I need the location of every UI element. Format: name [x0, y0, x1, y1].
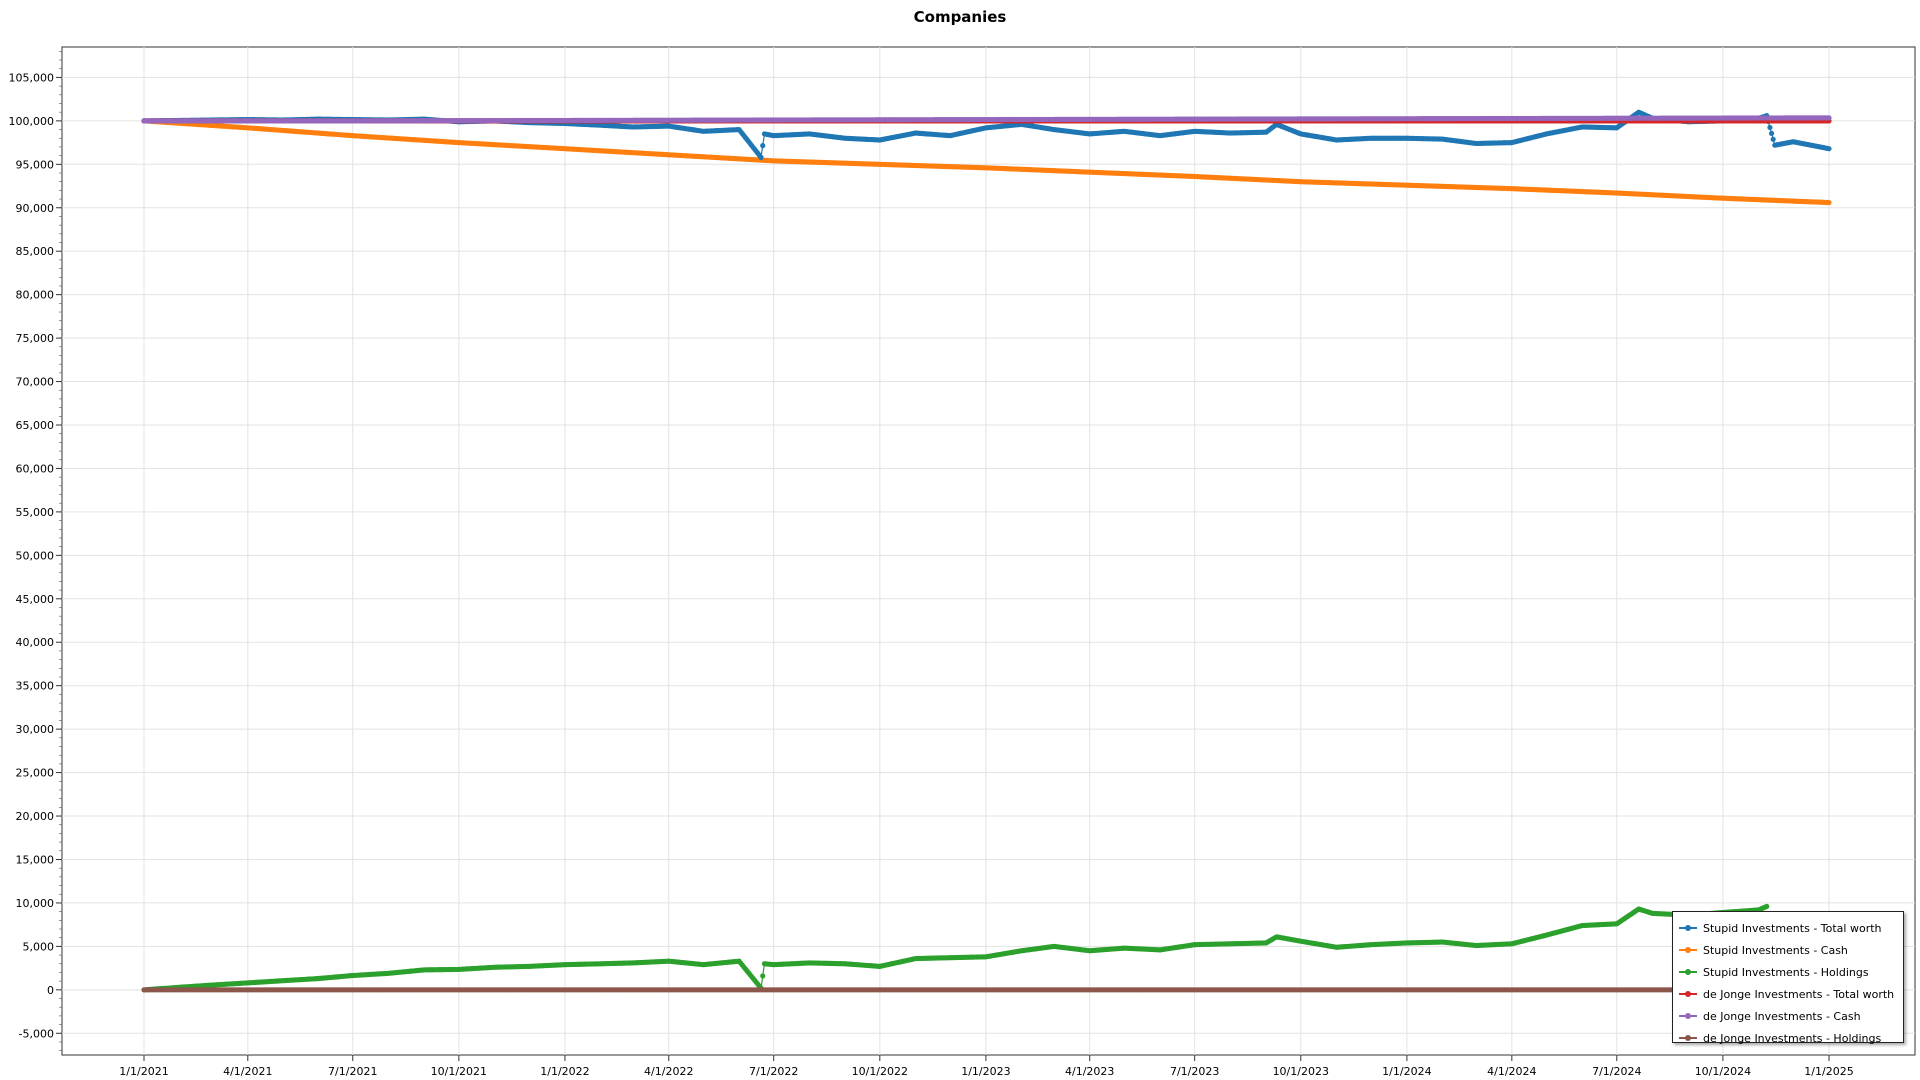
x-tick-label: 4/1/2022: [644, 1065, 693, 1078]
data-point: [1767, 124, 1773, 131]
y-tick-label: 10,000: [16, 897, 55, 910]
y-tick-label: 30,000: [16, 723, 55, 736]
x-tick-label: 4/1/2021: [223, 1065, 272, 1078]
y-tick-label: 85,000: [16, 245, 55, 258]
x-tick-label: 10/1/2022: [852, 1065, 908, 1078]
data-point: [1826, 146, 1832, 152]
chart-title: Companies: [913, 8, 1007, 26]
y-tick-label: 65,000: [16, 419, 55, 432]
y-tick-label: 25,000: [16, 767, 55, 780]
series-layer: [141, 109, 1832, 993]
y-tick-label: 75,000: [16, 332, 55, 345]
y-tick-label: 15,000: [16, 853, 55, 866]
y-tick-label: 35,000: [16, 680, 55, 693]
axis-layer: -5,000 0 5,000 10,000 15,000 20,000 25,000 30,0…: [9, 51, 1854, 1078]
x-tick-label: 7/1/2021: [328, 1065, 377, 1078]
data-point: [760, 143, 766, 149]
y-tick-label: 45,000: [16, 593, 55, 606]
y-tick-label: 70,000: [16, 376, 55, 389]
data-point: [758, 154, 764, 160]
x-tick-label: 10/1/2021: [431, 1065, 487, 1078]
x-tick-label: 4/1/2023: [1065, 1065, 1114, 1078]
y-tick-label: 105,000: [9, 71, 55, 84]
x-tick-label: 7/1/2022: [749, 1065, 798, 1078]
plot-frame: [61, 46, 1916, 1056]
y-tick-label: 50,000: [16, 549, 55, 562]
y-tick-label: 20,000: [16, 810, 55, 823]
y-tick-label: 0: [47, 984, 54, 997]
data-point: [1826, 199, 1832, 206]
data-point: [1764, 903, 1770, 910]
y-tick-label: 55,000: [16, 506, 55, 519]
y-tick-label: 60,000: [16, 462, 55, 475]
x-tick-label: 1/1/2022: [540, 1065, 589, 1078]
x-tick-label: 7/1/2024: [1592, 1065, 1641, 1078]
data-point: [1768, 130, 1775, 136]
y-tick-label: 5,000: [23, 940, 55, 953]
x-tick-label: 1/1/2021: [119, 1065, 168, 1078]
data-point: [760, 973, 766, 979]
x-tick-label: 7/1/2023: [1170, 1065, 1219, 1078]
data-point: [1770, 136, 1776, 142]
x-tick-label: 10/1/2023: [1273, 1065, 1329, 1078]
y-tick-label: 90,000: [16, 202, 55, 215]
y-tick-label: 100,000: [9, 115, 55, 128]
y-tick-label: 95,000: [16, 158, 55, 171]
x-tick-label: 1/1/2025: [1804, 1065, 1853, 1078]
x-tick-label: 1/1/2024: [1382, 1065, 1431, 1078]
y-tick-label: 40,000: [16, 636, 55, 649]
x-tick-label: 1/1/2023: [961, 1065, 1010, 1078]
series-5: [141, 987, 1832, 993]
x-tick-label: 10/1/2024: [1695, 1065, 1751, 1078]
y-tick-label: -5,000: [19, 1027, 54, 1040]
x-tick-label: 4/1/2024: [1487, 1065, 1536, 1078]
y-tick-label: 80,000: [16, 289, 55, 302]
